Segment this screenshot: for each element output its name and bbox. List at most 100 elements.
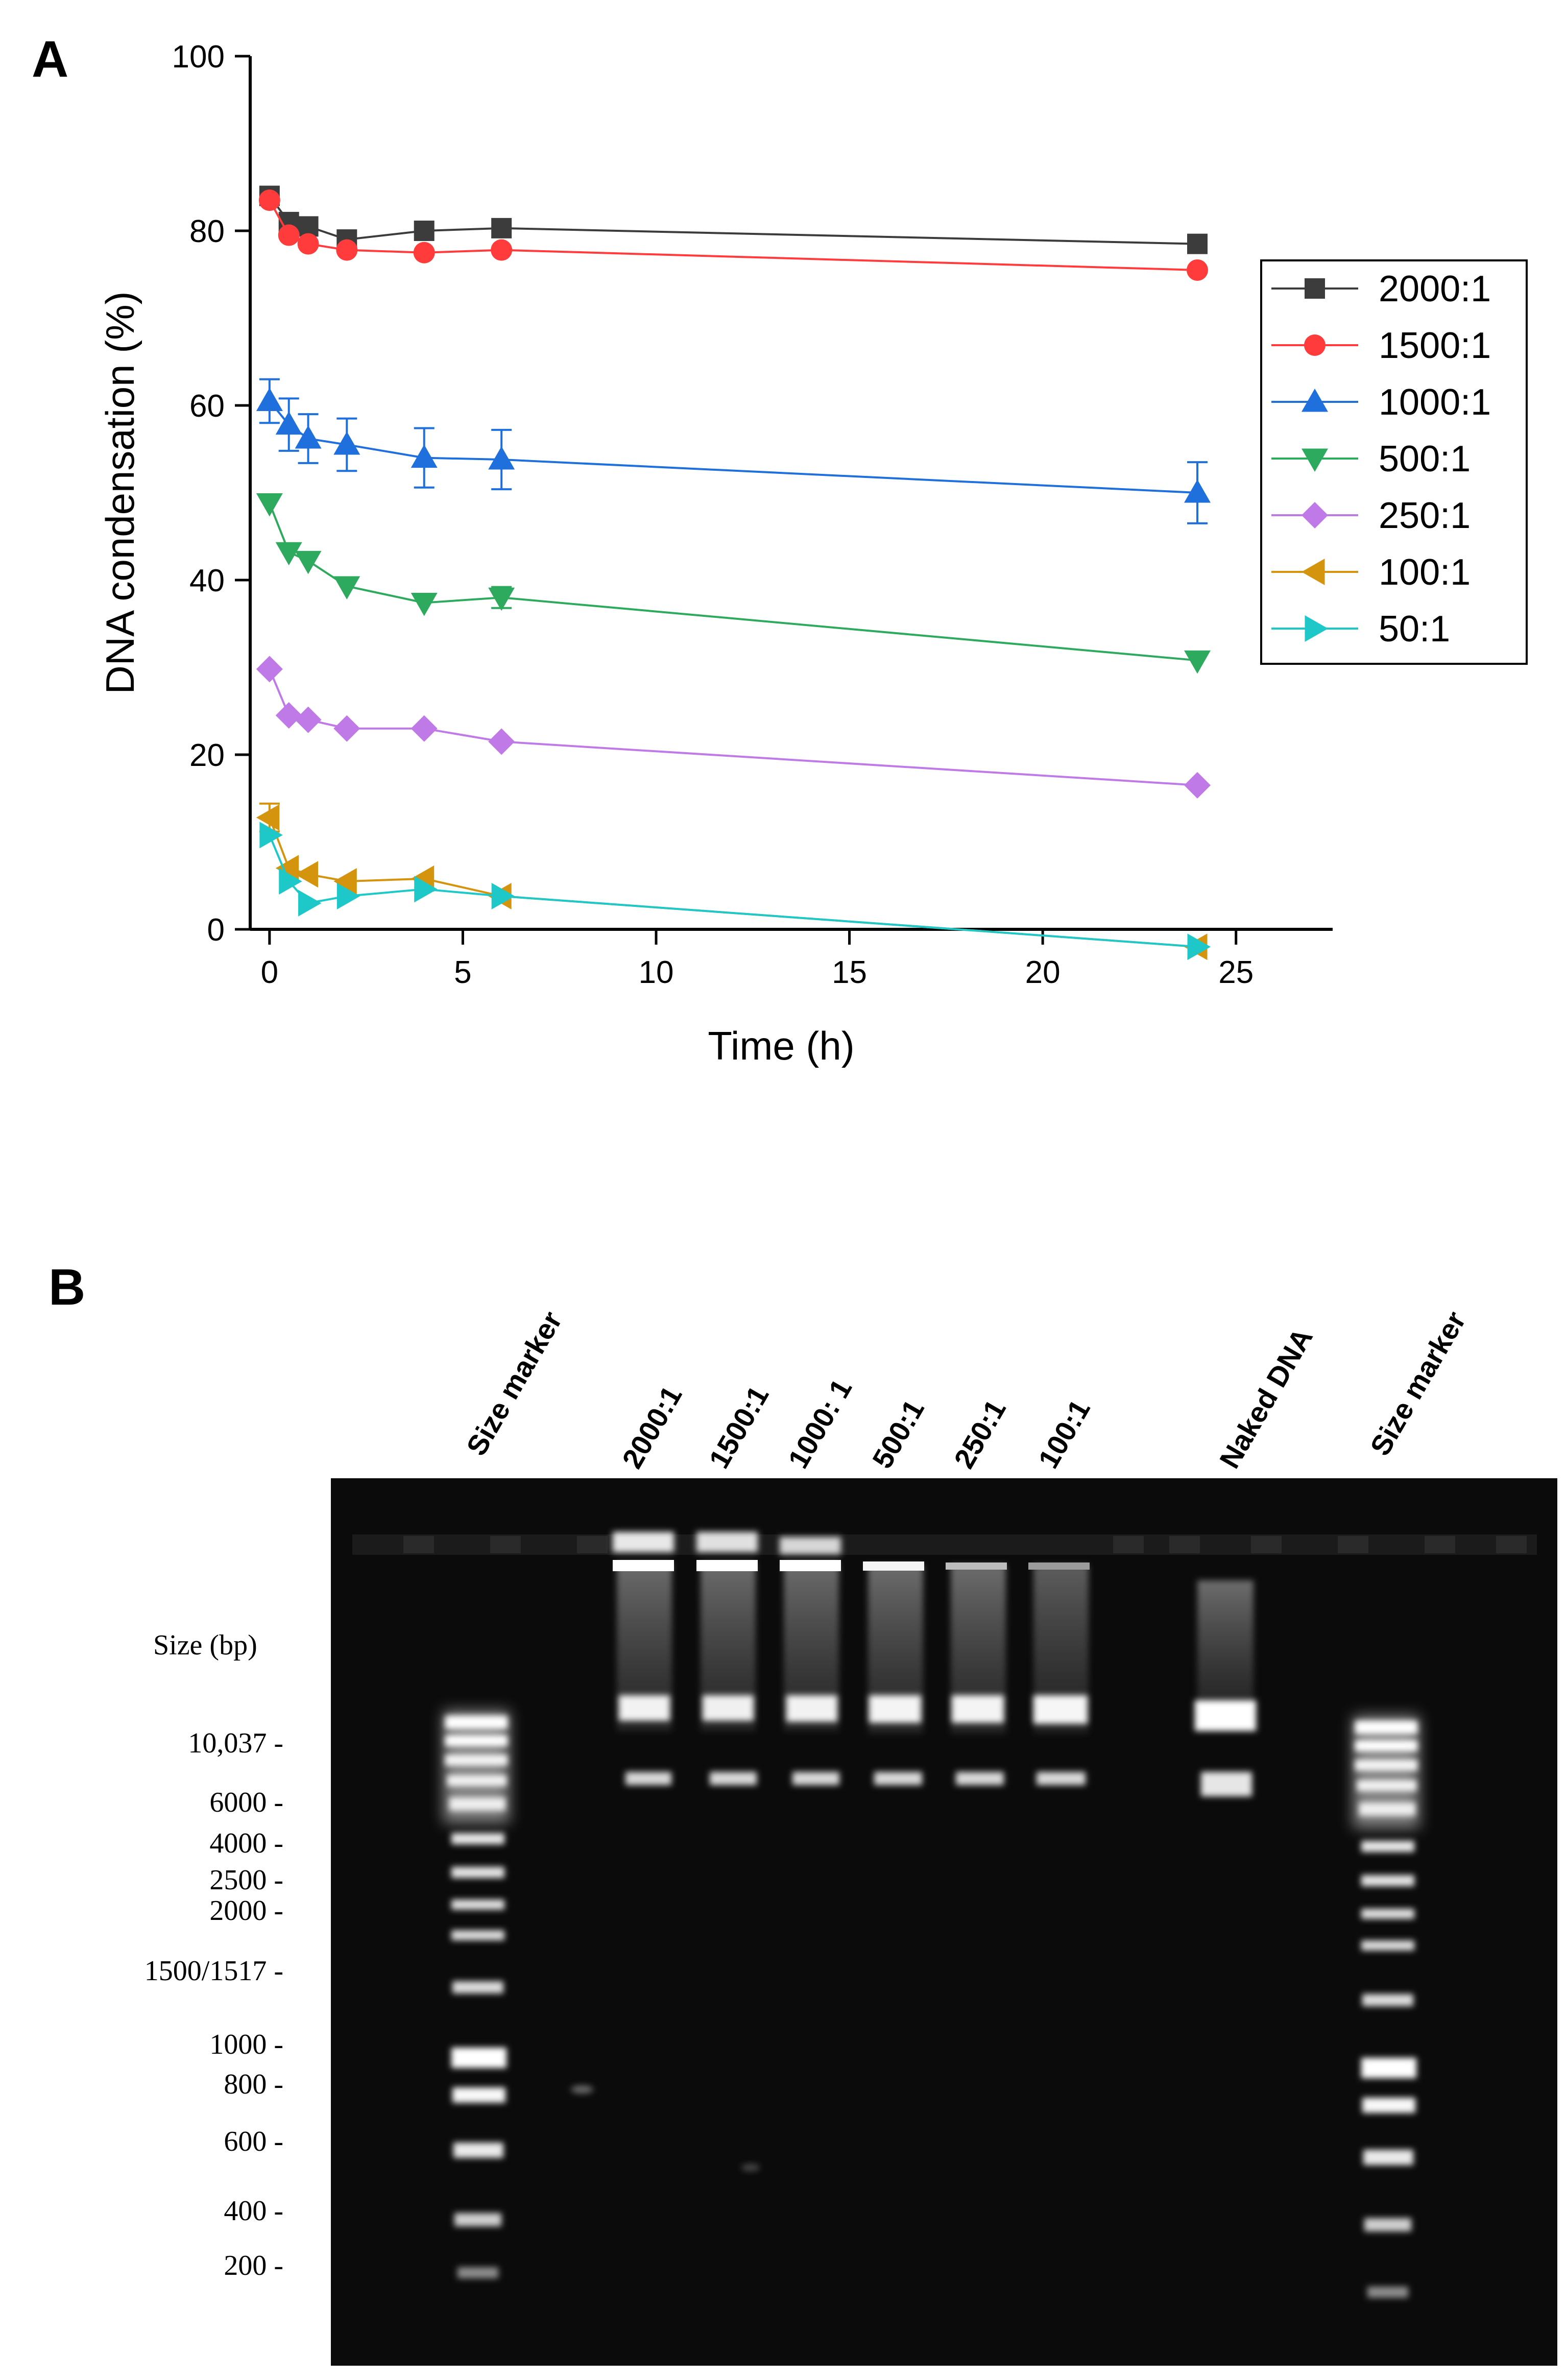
data-point [1184, 479, 1211, 503]
size-label: 1500/1517 - [144, 1955, 283, 1987]
data-point [295, 550, 322, 574]
data-point [1184, 772, 1211, 799]
size-label: 1000 - [209, 2029, 283, 2060]
size-axis-title: Size (bp) [153, 1629, 257, 1661]
data-point [275, 702, 302, 729]
data-point [1187, 233, 1208, 254]
data-point [411, 444, 438, 468]
data-point [298, 890, 322, 917]
legend-label: 500:1 [1379, 439, 1471, 479]
size-label: 4000 - [209, 1828, 283, 1859]
data-point [333, 715, 360, 742]
series-line [269, 200, 1198, 271]
data-point [256, 388, 283, 411]
data-point [279, 868, 302, 895]
y-tick-label: 60 [189, 389, 225, 424]
data-point [258, 189, 280, 211]
series-2000:1 [259, 185, 1208, 254]
y-tick-label: 100 [172, 39, 225, 75]
data-point [333, 868, 357, 895]
size-label: 400 - [224, 2195, 283, 2227]
data-point [413, 242, 435, 263]
legend-marker [1304, 334, 1326, 356]
data-point [278, 224, 300, 246]
data-point [275, 411, 302, 435]
lane-label-1500-1: 1500:1 [703, 1380, 775, 1474]
gel-sample-lanes [613, 1532, 1256, 1796]
series-1000:1 [256, 378, 1211, 524]
legend-box [1260, 259, 1528, 665]
data-point [259, 822, 283, 849]
series-line [268, 502, 1198, 662]
chart-axes [249, 56, 1333, 931]
y-tick-label: 80 [189, 214, 225, 249]
panel-b-label: B [49, 1259, 85, 1316]
legend-marker [1305, 615, 1328, 642]
data-point [414, 221, 435, 241]
data-point [336, 239, 358, 261]
x-tick-label: 20 [1025, 955, 1061, 990]
size-label: 2000 - [209, 1895, 283, 1927]
legend-label: 100:1 [1379, 552, 1471, 593]
x-axis-title: Time (h) [708, 1023, 854, 1068]
lane-label-size-marker-left: Size marker [460, 1306, 568, 1461]
data-point [333, 576, 360, 599]
gel-speck [571, 2085, 593, 2094]
series-line [269, 668, 1198, 786]
legend: 2000:1 1500:1 1000:1 500:1 250:1 100:1 50:1 [1260, 259, 1528, 665]
x-tick-label: 0 [261, 955, 278, 990]
size-ladder-labels: Size (bp) 10,037 - 6000 - 4000 - 2500 - … [144, 1629, 283, 2281]
data-point [333, 431, 360, 455]
gel-wells [403, 1536, 1527, 1553]
data-point [491, 239, 513, 261]
gel-ladder-left [443, 1711, 510, 2278]
legend-label: 1500:1 [1379, 325, 1491, 366]
gel-background [331, 1478, 1557, 2366]
gel-image [331, 1478, 1557, 2366]
x-tick-label: 5 [454, 955, 471, 990]
chart-series [256, 185, 1211, 960]
panel-a-label: A [32, 31, 68, 88]
series-250:1 [256, 656, 1211, 799]
data-point [488, 587, 515, 611]
legend-marker [1302, 389, 1328, 412]
legend-label: 250:1 [1379, 495, 1471, 536]
y-tick-label: 20 [189, 738, 225, 773]
legend-marker [1305, 278, 1325, 299]
data-point [411, 592, 438, 616]
gel-lane-250-1 [946, 1562, 1007, 1785]
series-1500:1 [258, 189, 1208, 281]
size-label: 10,037 - [188, 1727, 283, 1759]
legend-label: 1000:1 [1379, 382, 1491, 423]
y-tick-label: 40 [189, 563, 225, 598]
data-point [491, 883, 515, 910]
data-point [336, 883, 360, 910]
x-tick-label: 10 [639, 955, 674, 990]
data-point [275, 542, 302, 566]
chart-ticks: 0 5 10 15 20 25 0 20 40 60 80 100 [172, 39, 1254, 990]
lane-label-100-1: 100:1 [1032, 1394, 1096, 1474]
legend-marker [1302, 559, 1325, 585]
gel-lane-labels: Size marker 2000:1 1500:1 1000: 1 500:1 … [460, 1306, 1472, 1474]
data-point [488, 728, 515, 755]
series-line [269, 195, 1198, 245]
legend-marker [1302, 502, 1328, 528]
x-tick-label: 15 [832, 955, 867, 990]
series-line [269, 400, 1198, 494]
lane-label-1000-1: 1000: 1 [782, 1374, 858, 1474]
data-point [297, 233, 319, 255]
data-point [256, 656, 283, 683]
series-500:1 [256, 493, 1211, 674]
lane-label-naked-dna: Naked DNA [1213, 1323, 1319, 1474]
chart-a: 0 5 10 15 20 25 0 20 40 60 80 100 Time (h) DNA cond… [98, 39, 1528, 1068]
gel-lane-1000-1 [780, 1537, 841, 1785]
data-point [488, 446, 515, 470]
data-point [295, 425, 322, 449]
size-label: 800 - [224, 2069, 283, 2100]
gel-lane-2000-1 [613, 1532, 674, 1785]
size-label: 200 - [224, 2250, 283, 2281]
y-tick-label: 0 [207, 912, 225, 948]
y-axis-title: DNA condensation (%) [98, 291, 142, 694]
gel-lane-100-1 [1028, 1562, 1090, 1785]
